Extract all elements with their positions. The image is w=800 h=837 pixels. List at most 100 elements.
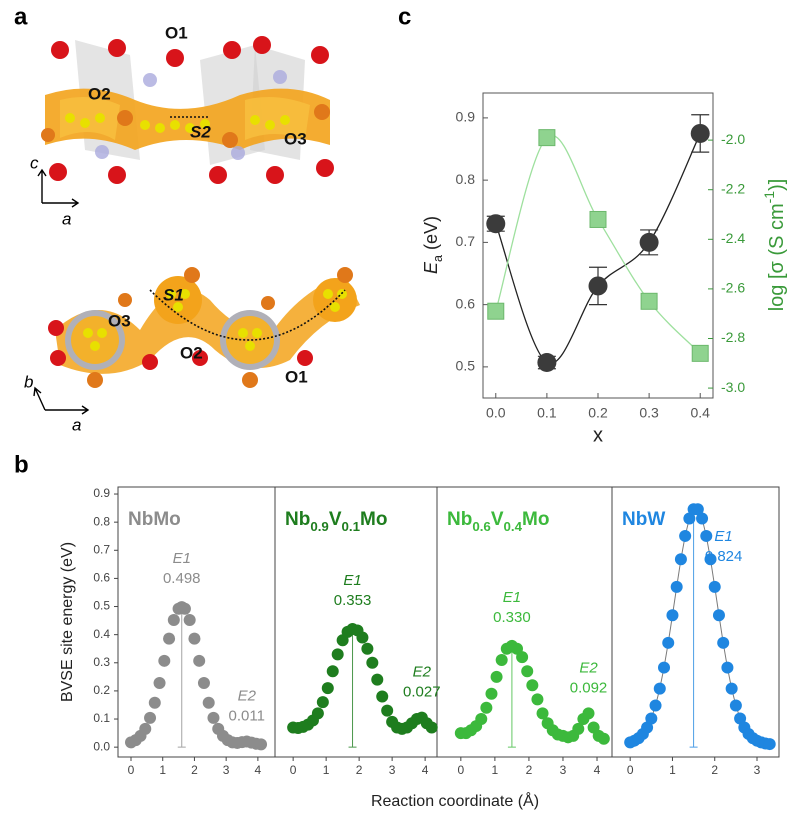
marker (709, 581, 721, 593)
marker (692, 345, 708, 361)
x-tick-label: 0 (457, 763, 464, 777)
marker (640, 233, 659, 252)
marker (366, 657, 378, 669)
x-tick-label: 3 (754, 763, 761, 777)
marker (488, 303, 504, 319)
annotation-name: E2 (238, 688, 257, 705)
x-tick-label: 2 (191, 763, 198, 777)
label-part: -1 (761, 191, 777, 204)
y-tick-label: 0.5 (93, 599, 110, 613)
facet-title: NbW (622, 509, 665, 530)
marker (322, 682, 334, 694)
y-tick-label: 0.1 (93, 711, 110, 725)
marker (496, 654, 508, 666)
annotation-value: 0.824 (705, 548, 743, 565)
marker (193, 655, 205, 667)
marker (700, 530, 712, 542)
marker (516, 651, 528, 663)
x-tick-label: 4 (422, 763, 429, 777)
label-part: (eV) (421, 216, 441, 255)
annotation-name: E1 (343, 572, 361, 589)
marker (662, 637, 674, 649)
x-tick-label: 0 (290, 763, 297, 777)
structure-bottom (48, 267, 360, 388)
site-label: S2 (190, 122, 211, 141)
annotation-value: 0.027 (403, 684, 441, 701)
y2-tick-label: -3.0 (721, 379, 745, 395)
marker (539, 130, 555, 146)
atom-label: O3 (284, 129, 307, 148)
panel-label: b (14, 451, 29, 478)
marker (730, 700, 742, 712)
y-tick-label: 0.4 (93, 627, 110, 641)
label-part: a (431, 255, 445, 262)
label-part: 0.9 (310, 519, 329, 534)
axis-name: b (24, 372, 33, 391)
panel-label: a (14, 3, 28, 30)
structure-top (41, 36, 334, 184)
facet-title: Nb0.9V0.1Mo (285, 509, 387, 534)
x-tick-label: 2 (711, 763, 718, 777)
x-tick-label: 1 (492, 763, 499, 777)
energy-marker (508, 652, 516, 747)
marker (598, 733, 610, 745)
atom-label: O3 (108, 311, 131, 330)
y-tick-label: 0.7 (456, 233, 476, 249)
y-tick-label: 0.9 (456, 109, 476, 125)
annotation-name: E1 (173, 550, 191, 567)
marker (480, 702, 492, 714)
y-tick-label: 0.8 (93, 514, 110, 528)
marker (666, 609, 678, 621)
x-tick-label: 0.0 (486, 405, 506, 421)
y-tick-label: 0.0 (93, 739, 110, 753)
label-part: NbW (622, 509, 665, 530)
marker (679, 530, 691, 542)
marker (356, 631, 368, 643)
atom-label: O2 (180, 343, 203, 362)
axis-name: c (30, 153, 39, 172)
x-tick-label: 3 (389, 763, 396, 777)
marker (583, 707, 595, 719)
marker (726, 683, 738, 695)
atom-label: O1 (165, 23, 188, 42)
x-tick-label: 1 (159, 763, 166, 777)
energy-marker (178, 613, 186, 747)
x-tick-label: 0.4 (690, 405, 710, 421)
atom-label: O2 (88, 84, 111, 103)
marker (255, 738, 267, 750)
x-tick-label: 0.2 (588, 405, 608, 421)
marker (163, 633, 175, 645)
marker (361, 643, 373, 655)
marker (486, 214, 505, 233)
fit-line (496, 135, 700, 353)
marker (658, 662, 670, 674)
marker (691, 124, 710, 143)
marker (371, 674, 383, 686)
fit-line (496, 133, 700, 363)
marker (203, 697, 215, 709)
marker (654, 683, 666, 695)
marker (158, 655, 170, 667)
marker (317, 696, 329, 708)
y2-tick-label: -2.8 (721, 329, 745, 345)
marker (721, 662, 733, 674)
x-axis-label: Reaction coordinate (Å) (371, 791, 539, 810)
label-part: 0.6 (472, 519, 491, 534)
marker (188, 633, 200, 645)
marker (526, 679, 538, 691)
y-tick-label: 0.9 (93, 486, 110, 500)
x-tick-label: 3 (223, 763, 230, 777)
label-part: NbMo (128, 509, 181, 530)
x-tick-label: 3 (560, 763, 567, 777)
annotation-value: 0.330 (493, 609, 531, 626)
y2-tick-label: -2.4 (721, 230, 745, 246)
marker (645, 712, 657, 724)
x-tick-label: 0 (627, 763, 634, 777)
label-part: 0.1 (342, 519, 361, 534)
y-tick-label: 0.8 (456, 171, 476, 187)
label-part: V (491, 509, 504, 530)
x-tick-label: 1 (669, 763, 676, 777)
marker (149, 697, 161, 709)
annotation-value: 0.092 (570, 679, 608, 696)
plot-frame (483, 93, 713, 398)
